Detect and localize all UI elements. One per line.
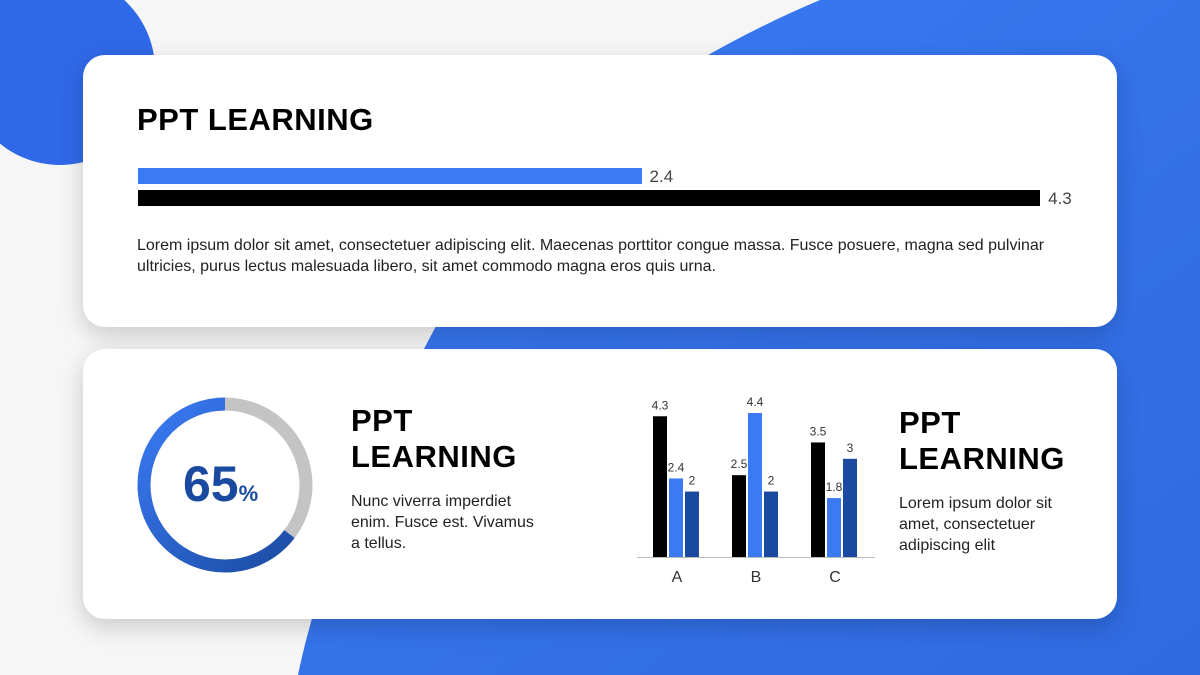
bar-data-label: 2 <box>768 474 775 488</box>
bar-data-label: 2.5 <box>731 457 748 471</box>
middle-title: PPT LEARNING <box>351 403 517 474</box>
bar-data-label: 4.3 <box>652 398 669 412</box>
progress-bar-black <box>138 190 1041 206</box>
bar-B-series1 <box>732 475 746 557</box>
donut-unit: % <box>238 481 259 506</box>
bar-data-label: 1.8 <box>826 480 843 494</box>
donut-percentage: 65% <box>183 455 258 513</box>
x-tick-label: C <box>829 569 841 586</box>
progress-bar-blue <box>138 168 642 184</box>
bar-data-label: 2 <box>689 474 696 488</box>
right-title: PPT LEARNING <box>899 405 1065 476</box>
bar-A-series1 <box>653 416 667 557</box>
bar-C-series2 <box>827 498 841 557</box>
bar-B-series2 <box>748 413 762 557</box>
bar-data-label: 3 <box>847 441 854 455</box>
bar-C-series3 <box>843 458 857 557</box>
progress-label-black: 4.3 <box>1048 189 1072 208</box>
middle-body-text: Nunc viverra imperdiet enim. Fusce est. … <box>351 493 534 552</box>
progress-label-blue: 2.4 <box>649 167 674 186</box>
top-body-text: Lorem ipsum dolor sit amet, consectetuer… <box>137 237 1045 275</box>
bar-data-label: 2.4 <box>668 460 685 474</box>
x-tick-label: B <box>751 569 762 586</box>
bar-A-series3 <box>685 491 699 557</box>
bar-C-series1 <box>811 442 825 557</box>
x-tick-label: A <box>672 569 683 586</box>
bar-data-label: 4.4 <box>747 395 764 409</box>
right-body-text: Lorem ipsum dolor sit amet, consectetuer… <box>899 495 1052 554</box>
bar-B-series3 <box>764 491 778 557</box>
donut-number: 65 <box>183 456 239 512</box>
bar-data-label: 3.5 <box>810 424 827 438</box>
bar-A-series2 <box>669 478 683 557</box>
top-title: PPT LEARNING <box>137 102 374 137</box>
bottom-card <box>83 349 1117 619</box>
donut-value-arc <box>137 397 313 573</box>
